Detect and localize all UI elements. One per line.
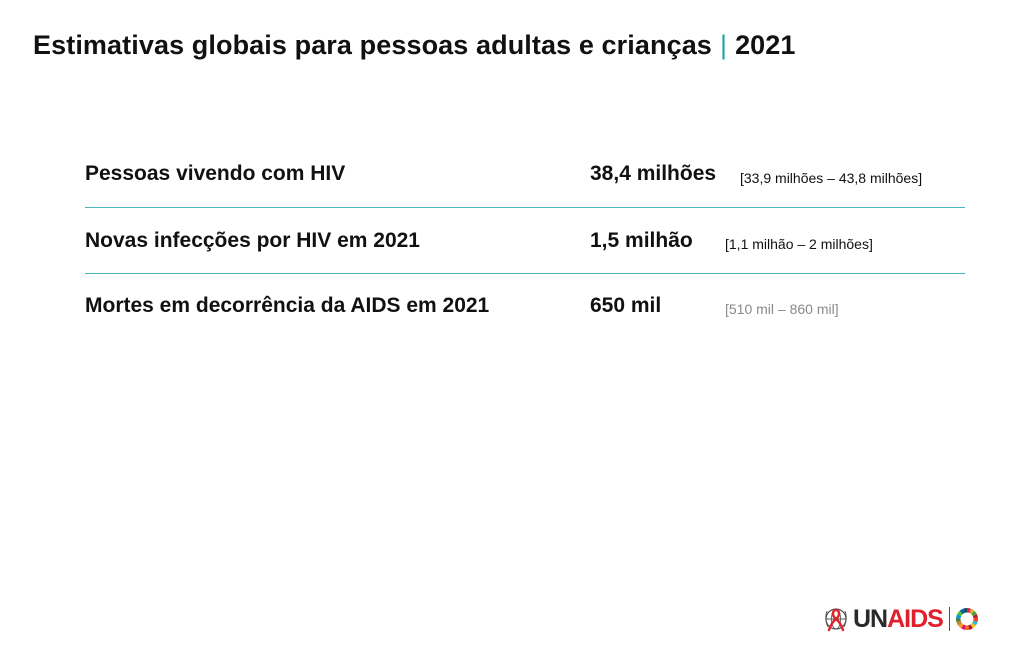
table-row: Novas infecções por HIV em 2021 1,5 milh… <box>85 208 965 274</box>
title-year: 2021 <box>735 30 796 60</box>
row-label: Mortes em decorrência da AIDS em 2021 <box>85 294 490 317</box>
sdg-wheel-segment <box>971 610 977 617</box>
sdg-wheel-segment <box>962 608 967 613</box>
table-row: Mortes em decorrência da AIDS em 2021 65… <box>85 274 965 336</box>
row-label: Pessoas vivendo com HIV <box>85 162 346 185</box>
logo-divider <box>948 607 950 631</box>
sdg-wheel-icon <box>955 608 978 630</box>
sdg-wheel-segment <box>966 608 971 613</box>
sdg-wheel-segment <box>973 617 978 623</box>
sdg-wheel-segment <box>970 622 976 629</box>
row-range: [510 mil – 860 mil] <box>725 301 839 317</box>
table-row: Pessoas vivendo com HIV 38,4 milhões [33… <box>85 145 965 208</box>
row-range: [1,1 milhão – 2 milhões] <box>725 236 873 252</box>
sdg-wheel-segment <box>972 620 978 626</box>
sdg-wheel-segment <box>959 608 965 615</box>
estimates-table: Pessoas vivendo com HIV 38,4 milhões [33… <box>85 145 965 336</box>
title-main: Estimativas globais para pessoas adultas… <box>33 30 712 60</box>
sdg-wheel-segment <box>968 624 973 630</box>
unaids-logo: UNAIDS <box>822 605 979 633</box>
row-value: 650 mil <box>590 294 662 317</box>
sdg-wheel-segment <box>955 617 961 623</box>
row-label: Novas infecções por HIV em 2021 <box>85 229 420 252</box>
sdg-wheel-segment <box>964 625 969 630</box>
sdg-wheel-segment <box>969 608 975 615</box>
page-title: Estimativas globais para pessoas adultas… <box>33 30 796 61</box>
sdg-wheel-segment <box>972 614 978 619</box>
sdg-wheel-segment <box>958 622 964 629</box>
row-value: 1,5 milhão <box>590 229 693 252</box>
sdg-wheel-segment <box>956 610 963 617</box>
title-separator: | <box>719 30 728 60</box>
row-range: [33,9 milhões – 43,8 milhões] <box>740 170 923 186</box>
row-value: 38,4 milhões <box>590 162 717 185</box>
sdg-wheel-segment <box>956 620 962 626</box>
ribbon-globe-icon <box>825 608 847 632</box>
sdg-wheel-segment <box>955 614 962 619</box>
sdg-wheel-segment <box>961 624 966 630</box>
brand-wordmark: UNAIDS <box>853 605 944 633</box>
